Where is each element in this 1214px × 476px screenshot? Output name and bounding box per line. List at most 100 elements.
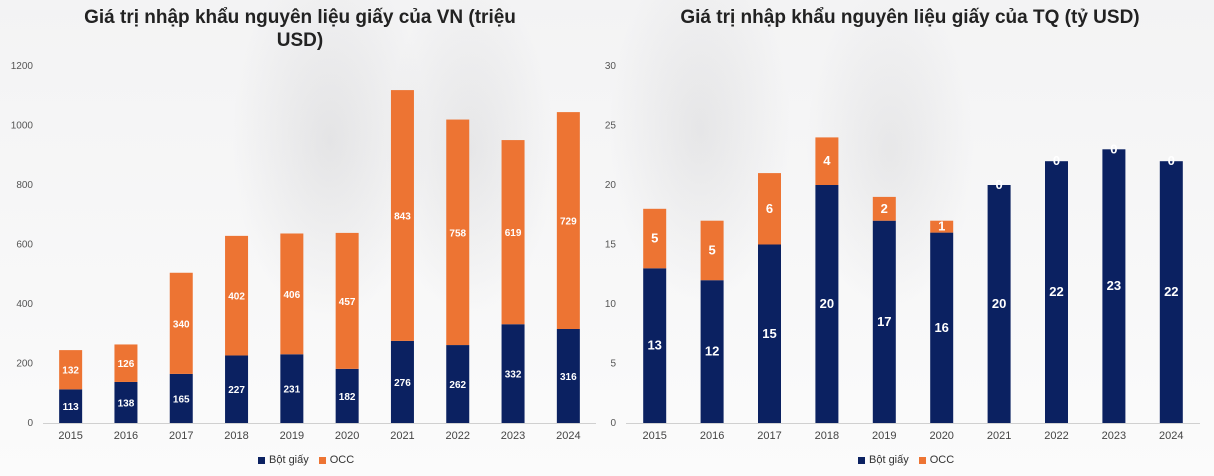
y-tick-label: 200 <box>16 359 33 370</box>
y-tick-label: 600 <box>16 240 33 251</box>
y-tick-label: 400 <box>16 299 33 310</box>
data-label: 5 <box>651 231 658 246</box>
x-tick-label: 2018 <box>224 430 248 442</box>
data-label: 182 <box>339 392 356 403</box>
x-tick-label: 2024 <box>556 430 580 442</box>
x-tick-label: 2016 <box>114 430 138 442</box>
data-label: 132 <box>62 366 79 377</box>
bar-vn-bot-giay <box>446 345 470 423</box>
data-label: 20 <box>992 296 1006 311</box>
bar-tq-bot-giay <box>930 232 954 423</box>
bar-tq-occ <box>643 208 667 269</box>
legend-label-occ: OCC <box>329 454 355 466</box>
bar-vn-bot-giay <box>169 373 193 423</box>
chart-tq-plot: 0510152025301352015125201615620172042018… <box>605 61 1200 442</box>
y-tick-label: 0 <box>27 418 33 429</box>
chart-vn-panel: Giá trị nhập khẩu nguyên liệu giấy của V… <box>0 0 600 476</box>
x-tick-label: 2015 <box>642 430 666 442</box>
data-label: 23 <box>1107 278 1121 293</box>
y-tick-label: 1000 <box>11 121 34 132</box>
data-label: 0 <box>1053 153 1060 168</box>
data-label: 276 <box>394 378 411 389</box>
legend-swatch-occ <box>318 456 326 464</box>
bar-vn-occ <box>114 344 138 382</box>
x-tick-label: 2023 <box>1102 430 1126 442</box>
bar-tq-bot-giay <box>1102 149 1126 424</box>
x-tick-label: 2017 <box>757 430 781 442</box>
data-label: 406 <box>284 290 301 301</box>
legend-item-occ: OCC <box>318 454 355 466</box>
data-label: 12 <box>705 344 719 359</box>
legend-label-bot-giay: Bột giấy <box>269 454 309 466</box>
bar-vn-occ <box>280 233 304 355</box>
bar-vn-occ <box>556 112 580 329</box>
bar-vn-occ <box>59 350 83 390</box>
data-label: 231 <box>284 385 301 396</box>
y-tick-label: 15 <box>605 240 617 251</box>
x-tick-label: 2021 <box>987 430 1011 442</box>
bar-vn-bot-giay <box>335 368 359 423</box>
x-tick-label: 2019 <box>280 430 304 442</box>
data-label: 113 <box>63 402 80 413</box>
data-label: 340 <box>173 319 190 330</box>
data-label: 126 <box>118 359 135 370</box>
bar-vn-occ <box>335 232 359 369</box>
bar-tq-bot-giay <box>815 185 839 423</box>
x-tick-label: 2023 <box>501 430 525 442</box>
bar-vn-occ <box>225 235 249 356</box>
chart-tq-legend: Bột giấy OCC <box>858 454 954 466</box>
x-tick-label: 2020 <box>929 430 953 442</box>
chart-vn-plot: 0 200 400 600 800 1000 1200 113 132 2015 138 126 201… <box>11 61 596 442</box>
x-tick-label: 2016 <box>700 430 724 442</box>
bar-vn-bot-giay <box>59 389 83 423</box>
bar-vn-bot-giay <box>280 354 304 423</box>
chart-vn-title: Giá trị nhập khẩu nguyên liệu giấy của V… <box>84 7 516 51</box>
bar-tq-bot-giay <box>758 244 781 423</box>
legend-swatch-occ <box>918 456 926 464</box>
data-label: 20 <box>820 296 834 311</box>
bar-tq-bot-giay <box>700 280 724 423</box>
data-label: 332 <box>505 370 522 381</box>
data-label: 1 <box>938 219 945 234</box>
x-tick-label: 2020 <box>335 430 359 442</box>
bar-tq-occ <box>815 137 839 185</box>
data-label: 619 <box>505 228 522 239</box>
chart-tq-panel: Giá trị nhập khẩu nguyên liệu giấy của T… <box>600 0 1214 476</box>
bar-vn-occ <box>446 119 470 346</box>
bar-tq-bot-giay <box>643 268 667 423</box>
x-tick-label: 2022 <box>446 430 470 442</box>
y-tick-label: 1200 <box>11 61 34 72</box>
bar-tq-bot-giay <box>987 185 1011 423</box>
legend-label-bot-giay: Bột giấy <box>869 454 909 466</box>
data-label: 165 <box>173 394 190 405</box>
data-label: 457 <box>339 297 356 308</box>
bar-vn-occ <box>501 140 525 325</box>
data-label: 262 <box>449 380 466 391</box>
bar-tq-occ <box>700 220 724 281</box>
y-tick-label: 25 <box>605 121 617 132</box>
data-label: 0 <box>1168 153 1175 168</box>
legend-item-bot-giay: Bột giấy <box>858 454 909 466</box>
x-tick-label: 2022 <box>1044 430 1068 442</box>
data-label: 227 <box>228 385 245 396</box>
bar-tq-occ <box>758 173 781 245</box>
bar-vn-bot-giay <box>556 328 580 423</box>
x-tick-label: 2017 <box>169 430 193 442</box>
data-label: 138 <box>118 398 135 409</box>
chart-tq-title: Giá trị nhập khẩu nguyên liệu giấy của T… <box>680 7 1140 28</box>
x-tick-label: 2018 <box>815 430 839 442</box>
x-tick-label: 2024 <box>1159 430 1183 442</box>
bar-tq-occ <box>872 196 896 221</box>
legend-item-occ: OCC <box>918 454 954 466</box>
bar-vn-bot-giay <box>114 381 138 423</box>
data-label: 17 <box>877 314 891 329</box>
data-label: 22 <box>1049 284 1063 299</box>
data-label: 13 <box>647 338 661 353</box>
bar-vn-occ <box>390 90 414 341</box>
bar-tq-occ <box>930 220 954 233</box>
data-label: 6 <box>766 201 773 216</box>
legend-swatch-bot-giay <box>258 456 265 464</box>
bar-vn-bot-giay <box>501 324 525 423</box>
y-tick-label: 0 <box>610 418 616 429</box>
